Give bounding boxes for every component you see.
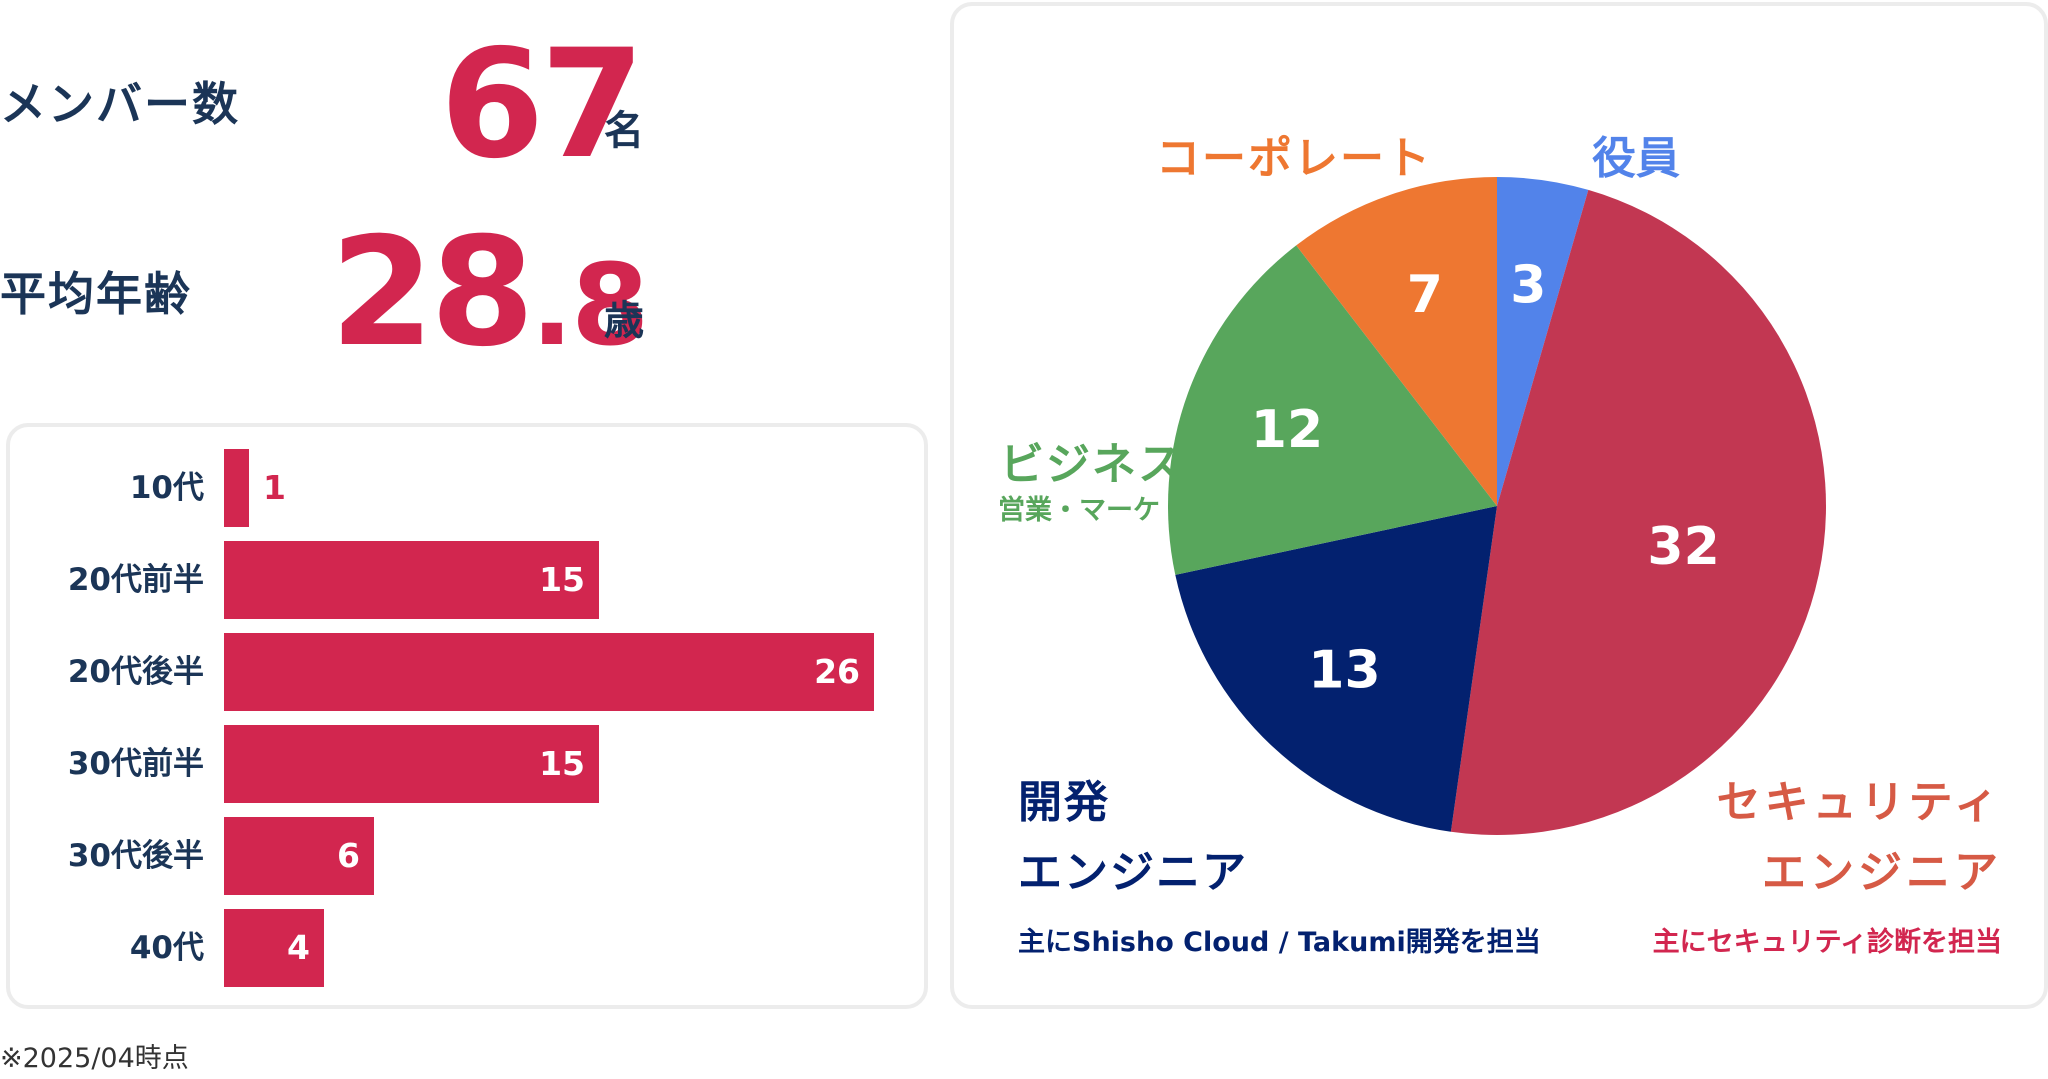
sublabel-development: 主にShisho Cloud / Takumi開発を担当 bbox=[1018, 927, 1541, 958]
label-security-line1: セキュリティ bbox=[1716, 777, 2002, 828]
age-unit: 歳 bbox=[604, 298, 644, 344]
label-development: 開発 エンジニア bbox=[1018, 768, 1248, 908]
age-label: 平均年齢 bbox=[0, 267, 192, 321]
footnote: ※2025/04時点 bbox=[0, 1043, 189, 1074]
age-distribution-card bbox=[6, 423, 928, 1009]
label-security-line2: エンジニア bbox=[1762, 847, 2002, 898]
pie-slice-business bbox=[1168, 245, 1497, 575]
label-security: セキュリティ エンジニア bbox=[1717, 768, 2002, 908]
pie-value-executives: 3 bbox=[1510, 255, 1546, 315]
bar-value: 4 bbox=[287, 928, 310, 967]
label-executives: 役員 bbox=[1592, 133, 1680, 184]
bar bbox=[224, 633, 874, 711]
label-business: ビジネス bbox=[1000, 439, 1184, 490]
sublabel-business: 営業・マーケ・PM等 bbox=[998, 495, 1261, 526]
bar-label: 20代後半 bbox=[67, 654, 204, 690]
bar-value: 26 bbox=[814, 652, 860, 691]
bar-label: 40代 bbox=[129, 930, 204, 966]
pie-value-corporate: 7 bbox=[1407, 265, 1443, 325]
bar-value: 1 bbox=[263, 468, 286, 507]
bar-value: 15 bbox=[539, 560, 585, 599]
members-unit: 名 bbox=[604, 108, 644, 154]
pie-value-development: 13 bbox=[1308, 641, 1380, 701]
bar-label: 20代前半 bbox=[67, 562, 204, 598]
label-corporate: コーポレート bbox=[1156, 133, 1432, 184]
age-value: 28.8 bbox=[330, 218, 649, 368]
pie-slice-corporate bbox=[1296, 177, 1497, 506]
bar bbox=[224, 725, 599, 803]
sublabel-security: 主にセキュリティ診断を担当 bbox=[1652, 927, 2002, 958]
bar bbox=[224, 449, 249, 527]
bar bbox=[224, 909, 324, 987]
pie-value-security: 32 bbox=[1647, 517, 1719, 577]
bar bbox=[224, 817, 374, 895]
bar-label: 10代 bbox=[129, 470, 204, 506]
age-value-dec: .8 bbox=[530, 241, 649, 371]
pie-slice-development bbox=[1175, 506, 1497, 832]
label-development-line1: 開発 bbox=[1018, 777, 1110, 828]
pie-slice-executives bbox=[1497, 177, 1589, 506]
label-development-line2: エンジニア bbox=[1018, 847, 1248, 898]
members-label: メンバー数 bbox=[0, 77, 240, 131]
bar-value: 15 bbox=[539, 744, 585, 783]
bar-label: 30代前半 bbox=[67, 746, 204, 782]
age-value-int: 28 bbox=[330, 206, 535, 380]
bar-value: 6 bbox=[337, 836, 360, 875]
pie-value-business: 12 bbox=[1251, 400, 1323, 460]
bar bbox=[224, 541, 599, 619]
pie-slice-security bbox=[1450, 189, 1827, 836]
bar-label: 30代後半 bbox=[67, 838, 204, 874]
